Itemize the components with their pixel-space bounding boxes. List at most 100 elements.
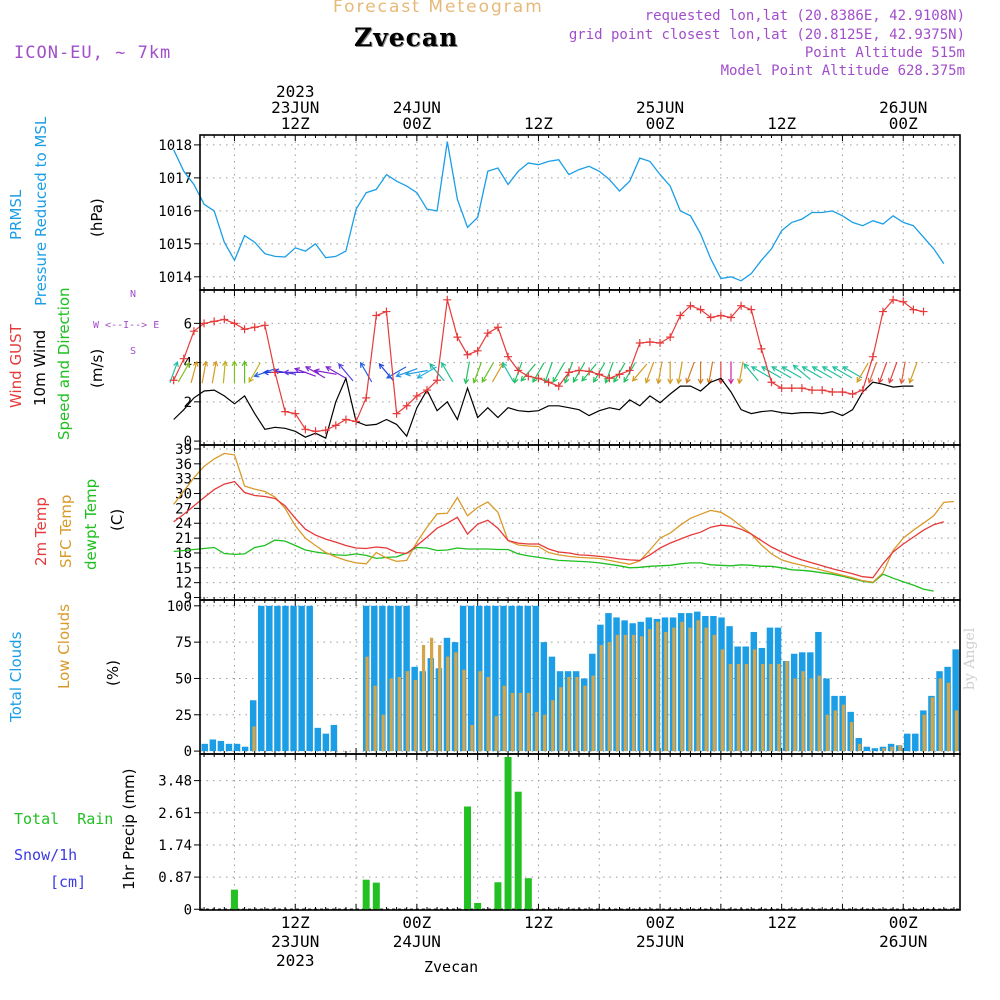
wind-direction-arrowhead — [192, 360, 199, 367]
wind-direction-arrow — [405, 369, 428, 375]
wind-direction-arrow — [645, 361, 655, 383]
wind-gust-marker — [453, 333, 462, 342]
low-clouds-bar — [502, 685, 506, 752]
wind-direction-arrow — [429, 363, 445, 382]
rain-bar — [464, 806, 472, 910]
temperature-ytick-label: 24 — [175, 516, 192, 532]
wind-direction-arrow — [314, 369, 337, 375]
wind-direction-arrow — [738, 361, 744, 384]
wind-gust-marker — [666, 333, 675, 342]
wind-gust-marker — [696, 305, 705, 314]
wind-direction-arrowhead — [231, 360, 238, 367]
low-clouds-bar — [405, 671, 410, 752]
top-time-label: 26JUN — [879, 98, 927, 117]
wind-gust-marker — [747, 305, 756, 314]
wind-gust-marker — [281, 407, 290, 416]
low-clouds-bar — [639, 636, 644, 752]
wind-gust-marker — [787, 384, 796, 393]
wind-direction-arrow — [878, 361, 888, 383]
top-time-label: 00Z — [646, 114, 675, 133]
low-clouds-bar — [946, 682, 951, 752]
low-clouds-bar — [922, 714, 926, 752]
pressure-ytick-label: 1016 — [158, 204, 192, 220]
temperature-ytick-label: 12 — [175, 576, 192, 592]
low-clouds-bar — [583, 685, 587, 752]
wind-gust-marker — [473, 346, 482, 355]
grid-point-coordinates: grid point closest lon,lat (20.8125E, 42… — [568, 27, 965, 43]
total-clouds-bar — [322, 733, 330, 752]
wind-direction-arrowhead — [623, 376, 629, 384]
wind-direction-arrowhead — [676, 378, 683, 385]
wind-direction-arrow — [169, 361, 178, 383]
wind-gust-marker — [544, 378, 553, 387]
low-clouds-bar — [801, 671, 805, 752]
wind-direction-arrowhead — [655, 378, 662, 385]
wind-direction-arrowhead — [856, 376, 862, 384]
wind-direction-arrowhead — [908, 377, 914, 384]
top-time-label: 12Z — [767, 114, 796, 133]
wind-direction-arrowhead — [253, 372, 260, 378]
wind-gust-marker — [595, 370, 604, 379]
temp-sfc-line — [173, 452, 954, 583]
total-clouds-bar — [903, 733, 911, 752]
wind-direction-arrowhead — [472, 377, 479, 384]
low-clouds-bar — [615, 634, 619, 752]
wind-direction-arrowhead — [563, 377, 570, 384]
low-clouds-bar — [809, 678, 813, 752]
wind-gust-marker — [291, 409, 300, 418]
wind-gust-marker — [554, 382, 563, 391]
clouds-ytick-label: 25 — [175, 708, 192, 724]
low-clouds-bar — [656, 621, 660, 752]
wind-direction-arrowhead — [283, 369, 289, 376]
wind-gust-marker — [797, 384, 806, 393]
wind-gust-marker — [220, 315, 229, 324]
wind-gust-marker — [372, 311, 381, 320]
wind-direction-arrow — [677, 361, 683, 384]
wind-gust-marker — [341, 415, 350, 424]
wind-direction-arrowhead — [520, 375, 527, 382]
wind-direction-arrow — [822, 366, 843, 379]
wind-direction-arrow — [888, 361, 898, 383]
clouds-panel-bg — [200, 600, 960, 754]
wind-direction-arrowhead — [202, 360, 209, 367]
wind-direction-arrow — [473, 361, 482, 383]
wind-direction-arrow — [360, 362, 373, 383]
low-clouds-bar — [607, 642, 611, 752]
pressure-ytick-label: 1015 — [158, 237, 192, 253]
wind-direction-arrowhead — [899, 378, 905, 385]
wind-gust-marker — [686, 301, 695, 310]
wind-direction-arrowhead — [463, 378, 470, 385]
wind-direction-arrowhead — [613, 376, 619, 384]
low-clouds-bar — [793, 678, 797, 752]
temperature-ytick-label: 30 — [175, 487, 192, 503]
wind-direction-arrowhead — [737, 378, 743, 385]
wind-direction-arrowhead — [821, 366, 828, 372]
bottom-time-label: 00Z — [889, 913, 918, 932]
wind-direction-arrowhead — [404, 370, 411, 377]
wind-gust-marker — [716, 311, 725, 320]
precip-ytick-label: 1.74 — [158, 838, 192, 854]
temperature-ytick-label: 27 — [175, 501, 192, 517]
wind-direction-arrowhead — [416, 373, 423, 379]
wind-gust-marker — [585, 367, 594, 376]
bottom-time-label: 00Z — [402, 913, 431, 932]
wind-gust-marker — [909, 305, 918, 314]
low-clouds-bar — [898, 745, 902, 752]
wind-direction-arrow — [793, 364, 811, 380]
wind-direction-arrow — [771, 366, 792, 379]
wind-gust-marker — [433, 376, 442, 385]
total-clouds-bar — [258, 605, 265, 752]
wind-gust-marker — [605, 374, 614, 383]
low-clouds-bar — [591, 675, 595, 752]
wind-ytick-label: 6 — [184, 316, 192, 332]
wind-direction-arrow — [177, 362, 190, 383]
wind-direction-arrow — [491, 362, 504, 383]
wind-direction-arrow — [305, 366, 326, 379]
low-clouds-bar — [486, 677, 490, 752]
total-clouds-bar — [467, 605, 475, 752]
low-clouds-bar — [381, 714, 385, 752]
bottom-time-label: 12Z — [767, 913, 796, 932]
low-clouds-bar — [543, 714, 547, 752]
low-clouds-bar — [728, 663, 732, 752]
wind-direction-arrow — [900, 361, 906, 384]
